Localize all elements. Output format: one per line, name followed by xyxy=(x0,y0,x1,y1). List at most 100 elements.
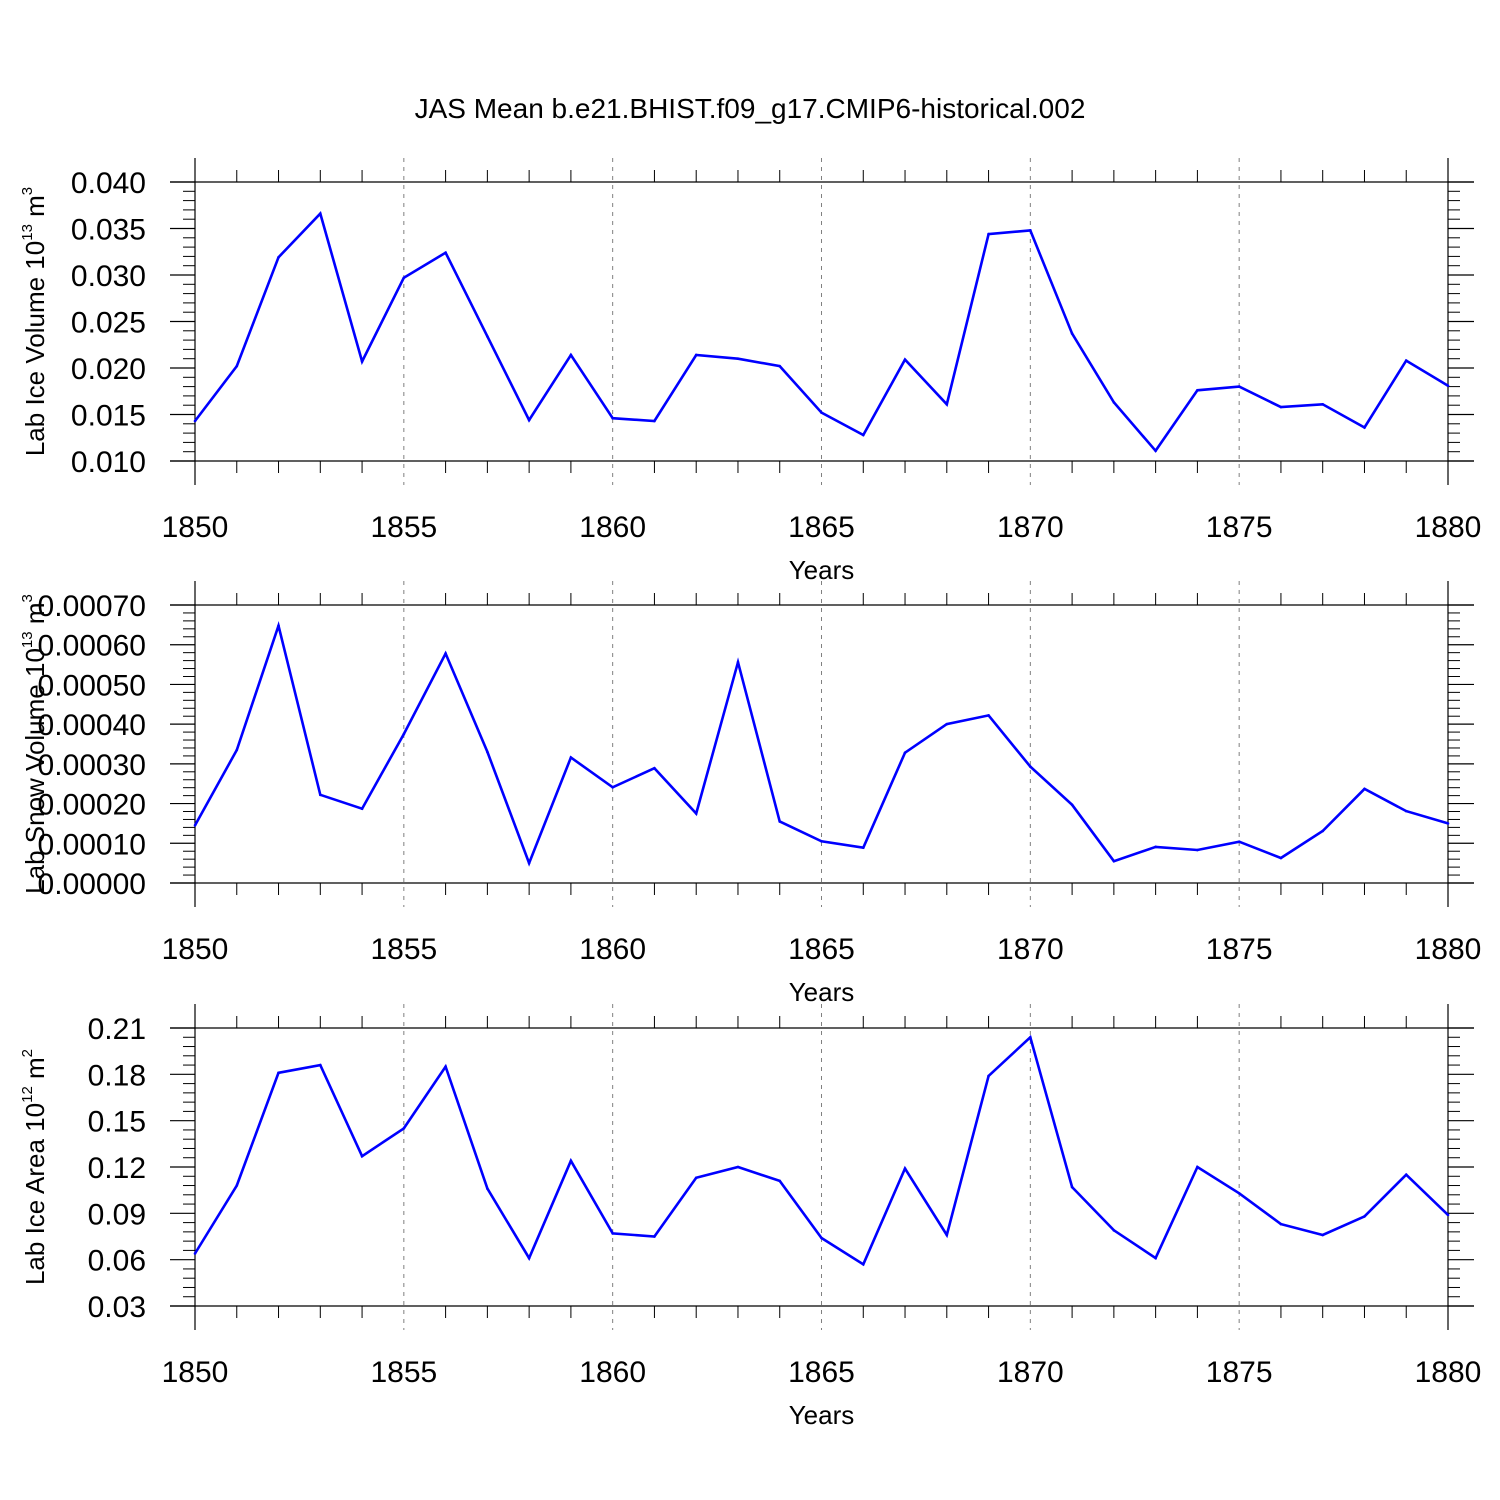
y-tick-label: 0.00040 xyxy=(38,709,146,742)
data-point xyxy=(861,433,865,437)
x-tick-label: 1855 xyxy=(370,933,437,966)
data-point xyxy=(1404,359,1408,362)
x-tick-label: 1880 xyxy=(1415,511,1482,544)
x-tick-label: 1865 xyxy=(788,511,855,544)
y-label-unit: m xyxy=(20,603,50,632)
data-point xyxy=(736,660,740,664)
data-point xyxy=(1279,405,1283,409)
data-point xyxy=(444,1065,447,1068)
x-tick-label: 1865 xyxy=(788,1356,855,1389)
y-tick-label: 0.09 xyxy=(88,1198,146,1231)
data-point xyxy=(1446,822,1450,825)
data-point xyxy=(611,785,614,789)
data-point xyxy=(235,364,239,368)
data-point xyxy=(1070,1185,1074,1189)
x-tick-label: 1860 xyxy=(579,933,646,966)
x-tick-label: 1850 xyxy=(162,511,229,544)
data-point xyxy=(527,418,531,422)
x-tick-label: 1880 xyxy=(1415,1356,1482,1389)
y-label-text: Lab Snow Volume 10 xyxy=(20,648,50,894)
y-tick-label: 0.00060 xyxy=(38,630,146,663)
x-tick-label: 1865 xyxy=(788,933,855,966)
data-point xyxy=(1321,402,1324,406)
y-tick-label: 0.00020 xyxy=(38,789,146,822)
x-tick-label: 1870 xyxy=(997,1356,1064,1389)
y-tick-label: 0.00070 xyxy=(38,590,146,623)
data-point xyxy=(402,732,406,736)
data-point xyxy=(1196,389,1199,392)
data-point xyxy=(193,1252,197,1255)
data-point xyxy=(319,793,322,797)
y-axis-label: Lab Ice Volume 1013 m3 xyxy=(19,187,50,456)
data-point xyxy=(1279,1222,1283,1226)
panel-3: 1850 1855 1860 1865 1870 1875 1880 0.03 0.06 0.09… xyxy=(19,1004,1481,1430)
data-point xyxy=(778,364,782,368)
y-axis-label: Lab Ice Area 1012 m2 xyxy=(19,1049,50,1285)
panel-2: 1850 1855 1860 1865 1870 1875 1880 0.00000 0.000… xyxy=(19,581,1481,1007)
y-label-unit-exponent: 3 xyxy=(19,594,36,602)
data-point xyxy=(486,335,489,338)
y-tick-label: 0.15 xyxy=(88,1106,146,1139)
data-point xyxy=(569,756,573,759)
y-tick-label: 0.03 xyxy=(88,1291,146,1324)
data-point xyxy=(778,1179,782,1183)
data-point xyxy=(235,748,239,752)
data-point xyxy=(736,357,740,361)
data-point xyxy=(1154,845,1157,849)
x-axis-label: Years xyxy=(789,977,855,1007)
data-point xyxy=(527,1256,531,1260)
data-point xyxy=(611,416,614,420)
data-point xyxy=(360,1154,364,1158)
panels: 1850 1855 1860 1865 1870 1875 1880 0.010 0.015 0.… xyxy=(19,158,1481,1430)
data-point xyxy=(569,353,573,357)
x-tick-label: 1850 xyxy=(162,933,229,966)
data-point xyxy=(945,1233,949,1237)
data-point xyxy=(1321,1233,1324,1237)
data-point xyxy=(1112,859,1116,863)
x-tick-label: 1880 xyxy=(1415,933,1482,966)
data-point xyxy=(736,1165,740,1169)
data-point xyxy=(694,812,698,815)
y-label-exponent: 13 xyxy=(19,224,36,241)
x-tick-label: 1860 xyxy=(579,511,646,544)
data-point xyxy=(1154,1256,1157,1260)
data-point xyxy=(1446,1213,1450,1217)
data-point xyxy=(694,1176,698,1180)
y-tick-label: 0.025 xyxy=(71,307,146,340)
data-point xyxy=(1446,384,1450,387)
y-tick-label: 0.06 xyxy=(88,1245,146,1278)
data-point xyxy=(820,840,823,843)
data-point xyxy=(1029,229,1032,232)
x-tick-label: 1875 xyxy=(1206,511,1273,544)
data-point xyxy=(611,1232,614,1235)
data-point xyxy=(820,1236,823,1240)
data-point xyxy=(1363,426,1366,429)
y-tick-label: 0.00030 xyxy=(38,749,146,782)
y-tick-label: 0.12 xyxy=(88,1152,146,1185)
y-label-text: Lab Ice Volume 10 xyxy=(20,241,50,456)
y-label-unit-exponent: 3 xyxy=(19,187,36,195)
data-point xyxy=(903,1167,907,1170)
y-tick-label: 0.040 xyxy=(71,167,146,200)
data-point xyxy=(1363,1215,1366,1218)
data-point xyxy=(1196,1165,1199,1169)
data-point xyxy=(486,1187,489,1190)
y-tick-label: 0.020 xyxy=(71,353,146,386)
y-label-exponent: 13 xyxy=(19,631,36,648)
data-point xyxy=(444,251,447,254)
y-tick-label: 0.21 xyxy=(88,1013,146,1046)
y-tick-label: 0.00010 xyxy=(38,828,146,861)
data-point xyxy=(1029,1035,1032,1039)
y-label-unit-exponent: 2 xyxy=(19,1049,36,1057)
data-point xyxy=(653,419,656,423)
data-point xyxy=(444,652,447,655)
data-point xyxy=(193,824,197,827)
data-point xyxy=(1237,840,1241,843)
y-axis-label: Lab Snow Volume 1013 m3 xyxy=(19,594,50,894)
data-point xyxy=(235,1184,239,1187)
data-point xyxy=(1112,1229,1116,1232)
data-point xyxy=(653,766,656,770)
data-point xyxy=(1196,848,1199,852)
x-tick-label: 1870 xyxy=(997,933,1064,966)
